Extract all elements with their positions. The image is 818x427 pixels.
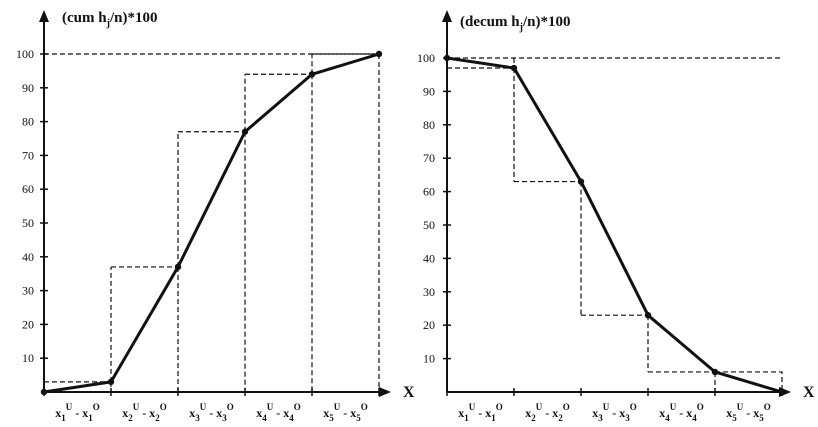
y-tick-label: 60 <box>22 182 34 196</box>
series-point <box>375 50 383 58</box>
chart-title: (decum hj/n)*100 <box>460 14 570 33</box>
y-axis-arrow <box>442 10 452 22</box>
x-category-label: x2U - x2O <box>525 402 570 423</box>
y-tick-label: 50 <box>22 216 34 230</box>
series-point <box>40 388 48 396</box>
y-tick-label: 30 <box>423 285 435 299</box>
series-point <box>711 368 719 376</box>
step-histogram <box>447 58 783 392</box>
y-tick-label: 80 <box>423 118 435 132</box>
y-tick-label: 70 <box>423 151 435 165</box>
x-category-label: x4U - x4O <box>659 402 704 423</box>
x-axis-label: X <box>403 384 415 401</box>
series-point <box>778 388 786 396</box>
y-tick-label: 80 <box>22 115 34 129</box>
y-tick-label: 60 <box>423 185 435 199</box>
series-line <box>446 56 783 394</box>
x-category-label: x5U - x5O <box>323 402 368 423</box>
series-point <box>577 178 585 185</box>
series-point <box>107 378 115 386</box>
x-category-label: x3U - x3O <box>592 402 637 423</box>
y-tick-label: 40 <box>22 250 34 264</box>
step-histogram <box>44 53 380 392</box>
y-tick-label: 100 <box>417 51 435 65</box>
x-axis-label: X <box>803 384 815 401</box>
y-tick-label: 40 <box>423 251 435 265</box>
x-category-label: x1U - x1O <box>458 402 503 423</box>
x-category-label: x5U - x5O <box>726 402 771 423</box>
cumulative-chart: 10 20 30 40 50 60 70 80 90 100 x1U - x1O x2U - x2O x… <box>16 10 415 423</box>
series-point <box>241 128 249 135</box>
x-axis-arrow <box>379 387 391 397</box>
series-point <box>174 263 182 271</box>
y-tick-label: 10 <box>22 351 34 365</box>
y-tick-label: 50 <box>423 218 435 232</box>
series-line <box>43 52 380 394</box>
y-tick-label: 10 <box>423 352 435 366</box>
y-tick-label: 30 <box>22 284 34 298</box>
y-tick-label: 20 <box>22 317 34 331</box>
y-tick-label: 90 <box>22 81 34 95</box>
y-tick-label: 90 <box>423 84 435 98</box>
y-axis-arrow <box>39 10 49 22</box>
x-category-label: x2U - x2O <box>122 402 167 423</box>
series-point <box>308 71 316 78</box>
series-point <box>644 311 652 319</box>
x-category-label: x3U - x3O <box>189 402 234 423</box>
y-tick-label: 20 <box>423 318 435 332</box>
y-tick-label: 100 <box>16 47 34 61</box>
series-point <box>443 54 451 62</box>
chart-title: (cum hj/n)*100 <box>62 10 157 29</box>
x-category-label: x1U - x1O <box>55 402 100 423</box>
decumulative-chart: 10 20 30 40 50 60 70 80 90 100 x1U - x1O x2U - x2O x… <box>417 10 815 423</box>
series-point <box>510 64 518 72</box>
x-category-label: x4U - x4O <box>256 402 301 423</box>
y-tick-label: 70 <box>22 148 34 162</box>
